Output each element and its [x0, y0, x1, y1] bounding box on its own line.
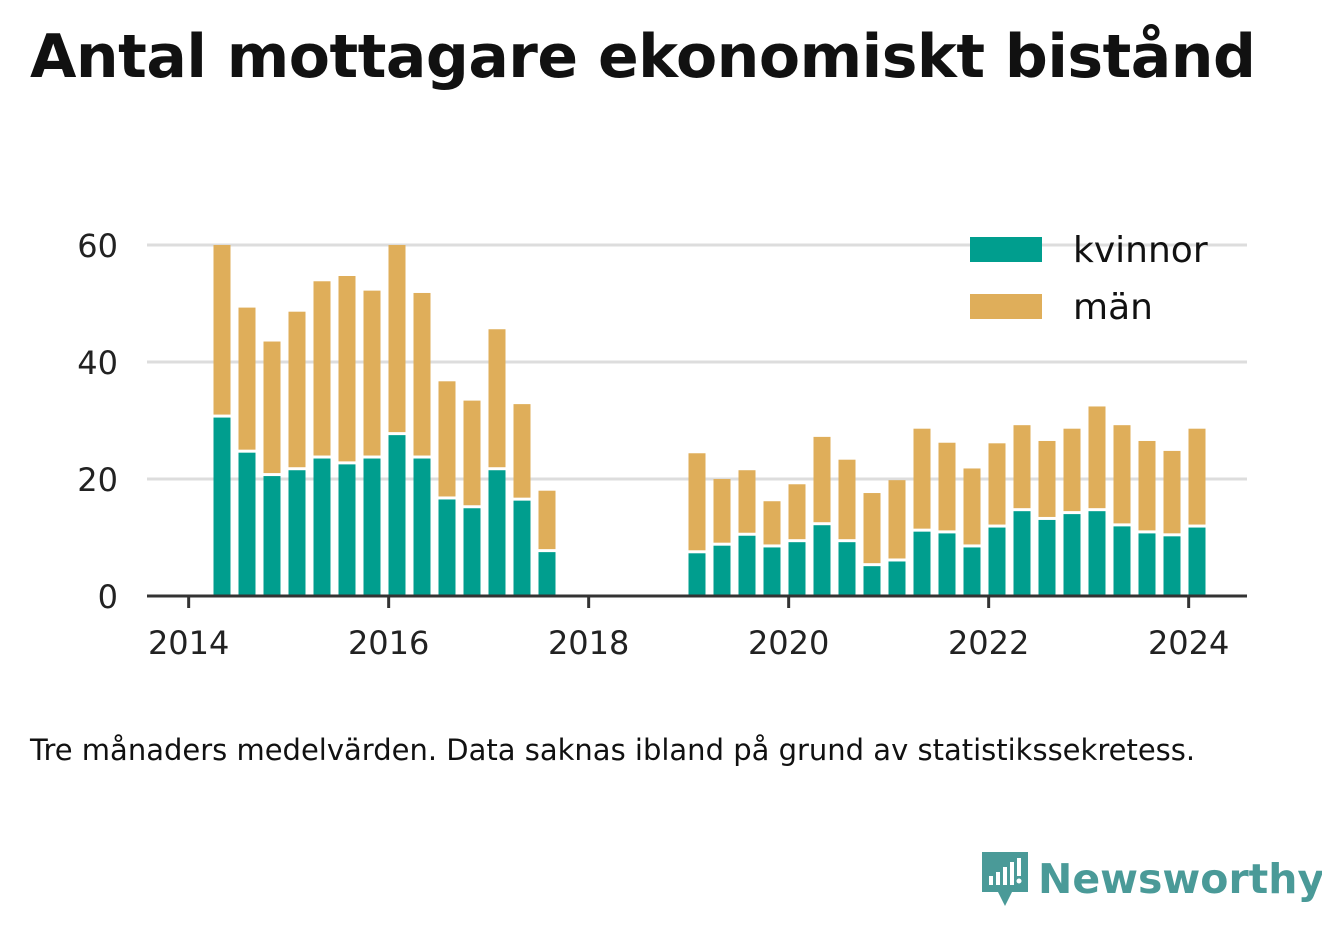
bar-kvinnor: [1113, 526, 1131, 596]
y-tick-label: 0: [98, 578, 118, 616]
bar-kvinnor: [438, 499, 456, 596]
bar-man: [513, 404, 531, 498]
x-tick-label: 2014: [148, 624, 229, 662]
bar-man: [1113, 425, 1131, 524]
bar-kvinnor: [688, 553, 706, 596]
bar-kvinnor: [1088, 511, 1106, 596]
bar-kvinnor: [1038, 519, 1056, 596]
bar-man: [538, 490, 556, 550]
newsworthy-logo-icon: [982, 852, 1028, 906]
legend-swatch: [970, 294, 1042, 319]
bar-kvinnor: [1188, 527, 1206, 596]
legend: kvinnor män: [970, 230, 1208, 328]
bar-kvinnor: [388, 435, 406, 596]
brand-logo: Newsworthy: [980, 848, 1322, 910]
x-tick-label: 2022: [948, 624, 1029, 662]
x-axis: 2014 2016 2018 2020 2022 2024: [147, 594, 1247, 662]
bar-man: [1063, 428, 1081, 512]
bar-kvinnor: [763, 547, 781, 596]
footnote: Tre månaders medelvärden. Data saknas ib…: [30, 733, 1196, 767]
bar-man: [1163, 450, 1181, 534]
bar-kvinnor: [888, 561, 906, 596]
bar-man: [413, 292, 431, 456]
bar-kvinnor: [363, 458, 381, 596]
bar-man: [738, 470, 756, 533]
bar-man: [438, 381, 456, 497]
bar-kvinnor: [313, 458, 331, 596]
y-tick-label: 40: [77, 344, 118, 382]
bar-man: [938, 442, 956, 531]
bar-man: [813, 436, 831, 523]
bar-man: [488, 329, 506, 468]
bar-man: [913, 428, 931, 529]
bar-kvinnor: [963, 547, 981, 596]
bars: [213, 245, 1206, 596]
bar-kvinnor: [263, 476, 281, 596]
bar-kvinnor: [288, 470, 306, 596]
bar-kvinnor: [938, 533, 956, 596]
y-tick-label: 60: [77, 227, 118, 265]
bar-man: [888, 480, 906, 559]
y-tick-label: 20: [77, 461, 118, 499]
bar-kvinnor: [1138, 533, 1156, 596]
bar-kvinnor: [513, 500, 531, 596]
chart-title: Antal mottagare ekonomiskt bistånd: [30, 22, 1256, 92]
bar-kvinnor: [738, 535, 756, 596]
bar-man: [1138, 440, 1156, 531]
bar-man: [688, 453, 706, 551]
bar-man: [838, 459, 856, 540]
bar-man: [288, 311, 306, 468]
bar-kvinnor: [713, 545, 731, 596]
bar-kvinnor: [413, 458, 431, 596]
legend-label: kvinnor: [1073, 230, 1208, 271]
bar-kvinnor: [1063, 514, 1081, 596]
bar-man: [338, 276, 356, 462]
bar-man: [788, 484, 806, 540]
bar-man: [263, 341, 281, 474]
legend-label: män: [1073, 287, 1153, 328]
bar-man: [238, 307, 256, 450]
bar-man: [963, 468, 981, 545]
bar-kvinnor: [1013, 511, 1031, 596]
bar-man: [763, 501, 781, 545]
stacked-bar-chart: 0 20 40 60 2014 2016 2018 2020 2022 2024 kvinnor…: [77, 227, 1247, 662]
bar-man: [463, 400, 481, 506]
bar-kvinnor: [913, 531, 931, 596]
bar-man: [1038, 440, 1056, 517]
bar-man: [988, 443, 1006, 525]
bar-kvinnor: [813, 525, 831, 596]
bar-man: [313, 281, 331, 456]
brand-name: Newsworthy: [1038, 855, 1322, 903]
bar-man: [713, 479, 731, 543]
bar-kvinnor: [838, 542, 856, 596]
y-axis-ticks: 0 20 40 60: [77, 227, 118, 616]
bar-man: [1088, 406, 1106, 509]
bar-man: [863, 493, 881, 564]
bar-kvinnor: [213, 417, 231, 596]
legend-swatch: [970, 237, 1042, 262]
bar-kvinnor: [463, 508, 481, 596]
x-tick-label: 2016: [348, 624, 429, 662]
bar-kvinnor: [488, 470, 506, 596]
bar-kvinnor: [788, 542, 806, 596]
bar-kvinnor: [338, 464, 356, 596]
bar-kvinnor: [988, 527, 1006, 596]
bar-man: [1188, 428, 1206, 525]
x-tick-label: 2024: [1148, 624, 1229, 662]
bar-kvinnor: [238, 452, 256, 596]
bar-man: [1013, 425, 1031, 509]
x-tick-label: 2020: [748, 624, 829, 662]
bar-kvinnor: [538, 552, 556, 596]
bar-man: [363, 290, 381, 456]
x-tick-label: 2018: [548, 624, 629, 662]
bar-kvinnor: [863, 566, 881, 596]
bar-man: [388, 245, 406, 433]
bar-man: [213, 245, 231, 415]
gridlines: [147, 243, 1247, 481]
bar-kvinnor: [1163, 536, 1181, 596]
